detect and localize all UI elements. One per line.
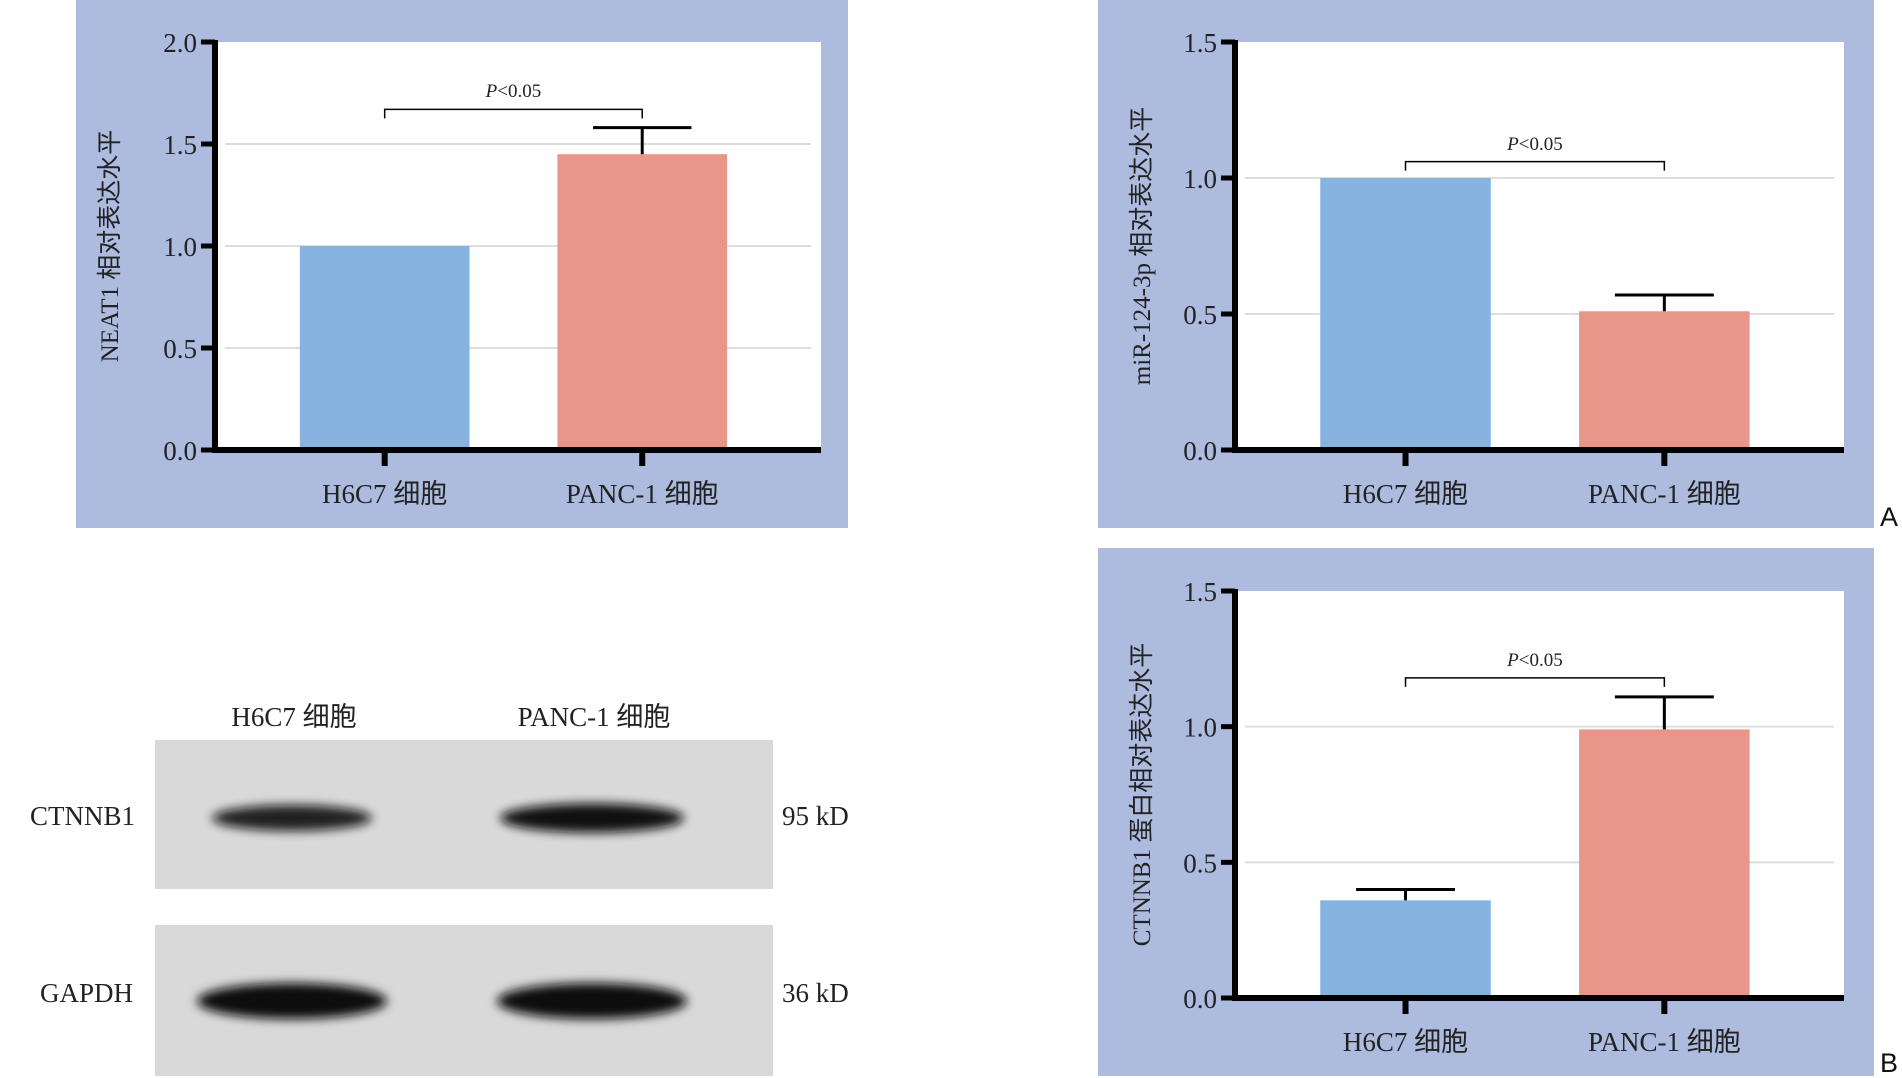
y-tick-label: 0.0	[1183, 984, 1217, 1014]
bar-chart-3: 0.0 0.5 1.0 1.5 H6C7 细胞 PANC-1 细胞 CTNNB1 蛋白相对表…	[1098, 548, 1874, 1076]
y-tick-label: 1.0	[163, 232, 197, 262]
protein-band	[197, 983, 387, 1019]
significance-bracket	[383, 108, 643, 119]
blot-lane-label: H6C7 细胞	[231, 702, 356, 732]
blot-lane-label: PANC-1 细胞	[518, 702, 671, 732]
panel-label-a: A	[1880, 502, 1898, 532]
y-tick-label: 0.0	[163, 436, 197, 466]
protein-band	[500, 803, 684, 833]
y-axis-label: NEAT1 相对表达水平	[96, 130, 124, 363]
significance-bracket	[1404, 677, 1666, 687]
y-tick-label: 1.5	[1183, 28, 1217, 58]
panel-label-b: B	[1880, 1048, 1898, 1078]
blot-protein-label: CTNNB1	[30, 801, 135, 831]
significance-bracket	[1404, 160, 1666, 171]
x-tick-label: PANC-1 细胞	[1588, 1027, 1741, 1057]
bar-control	[299, 246, 470, 450]
y-tick-label: 0.5	[163, 334, 197, 364]
p-value-label: P<0.05	[485, 81, 542, 103]
y-tick-label: 1.5	[1183, 577, 1217, 607]
protein-band	[212, 805, 372, 831]
bar-control	[1320, 178, 1491, 450]
western-blot: H6C7 细胞 PANC-1 细胞 CTNNB1 95 kD GAPDH 36 …	[30, 702, 849, 1076]
bar-cancer	[1579, 729, 1750, 998]
blot-size-label: 95 kD	[782, 801, 849, 831]
x-tick-label: H6C7 细胞	[322, 479, 447, 509]
bar-chart-1: 0.0 0.5 1.0 1.5 2.0 H6C7 细胞 PANC-1 细胞 NEAT1 相对表…	[76, 0, 848, 528]
bar-cancer	[1579, 311, 1750, 450]
x-tick-label: PANC-1 细胞	[1588, 479, 1741, 509]
blot-size-label: 36 kD	[782, 978, 849, 1008]
y-tick-label: 0.5	[1183, 300, 1217, 330]
y-tick-label: 0.0	[1183, 436, 1217, 466]
x-tick-label: H6C7 细胞	[1343, 1027, 1468, 1057]
y-tick-label: 1.0	[1183, 164, 1217, 194]
y-tick-label: 1.5	[163, 130, 197, 160]
bar-control	[1320, 900, 1491, 998]
p-value-label: P<0.05	[1507, 133, 1563, 155]
p-value-label: P<0.05	[1507, 649, 1563, 671]
bar-cancer	[557, 154, 728, 450]
x-tick-label: PANC-1 细胞	[566, 479, 719, 509]
y-tick-label: 2.0	[163, 28, 197, 58]
y-axis-label: miR-124-3p 相对表达水平	[1128, 107, 1156, 385]
y-tick-label: 1.0	[1183, 713, 1217, 743]
protein-band	[497, 983, 687, 1019]
bar-chart-2: 0.0 0.5 1.0 1.5 H6C7 细胞 PANC-1 细胞 miR-124-3p 相…	[1098, 0, 1874, 528]
y-axis-label: CTNNB1 蛋白相对表达水平	[1128, 643, 1156, 946]
y-tick-label: 0.5	[1183, 848, 1217, 878]
blot-protein-label: GAPDH	[40, 978, 133, 1008]
x-tick-label: H6C7 细胞	[1343, 479, 1468, 509]
